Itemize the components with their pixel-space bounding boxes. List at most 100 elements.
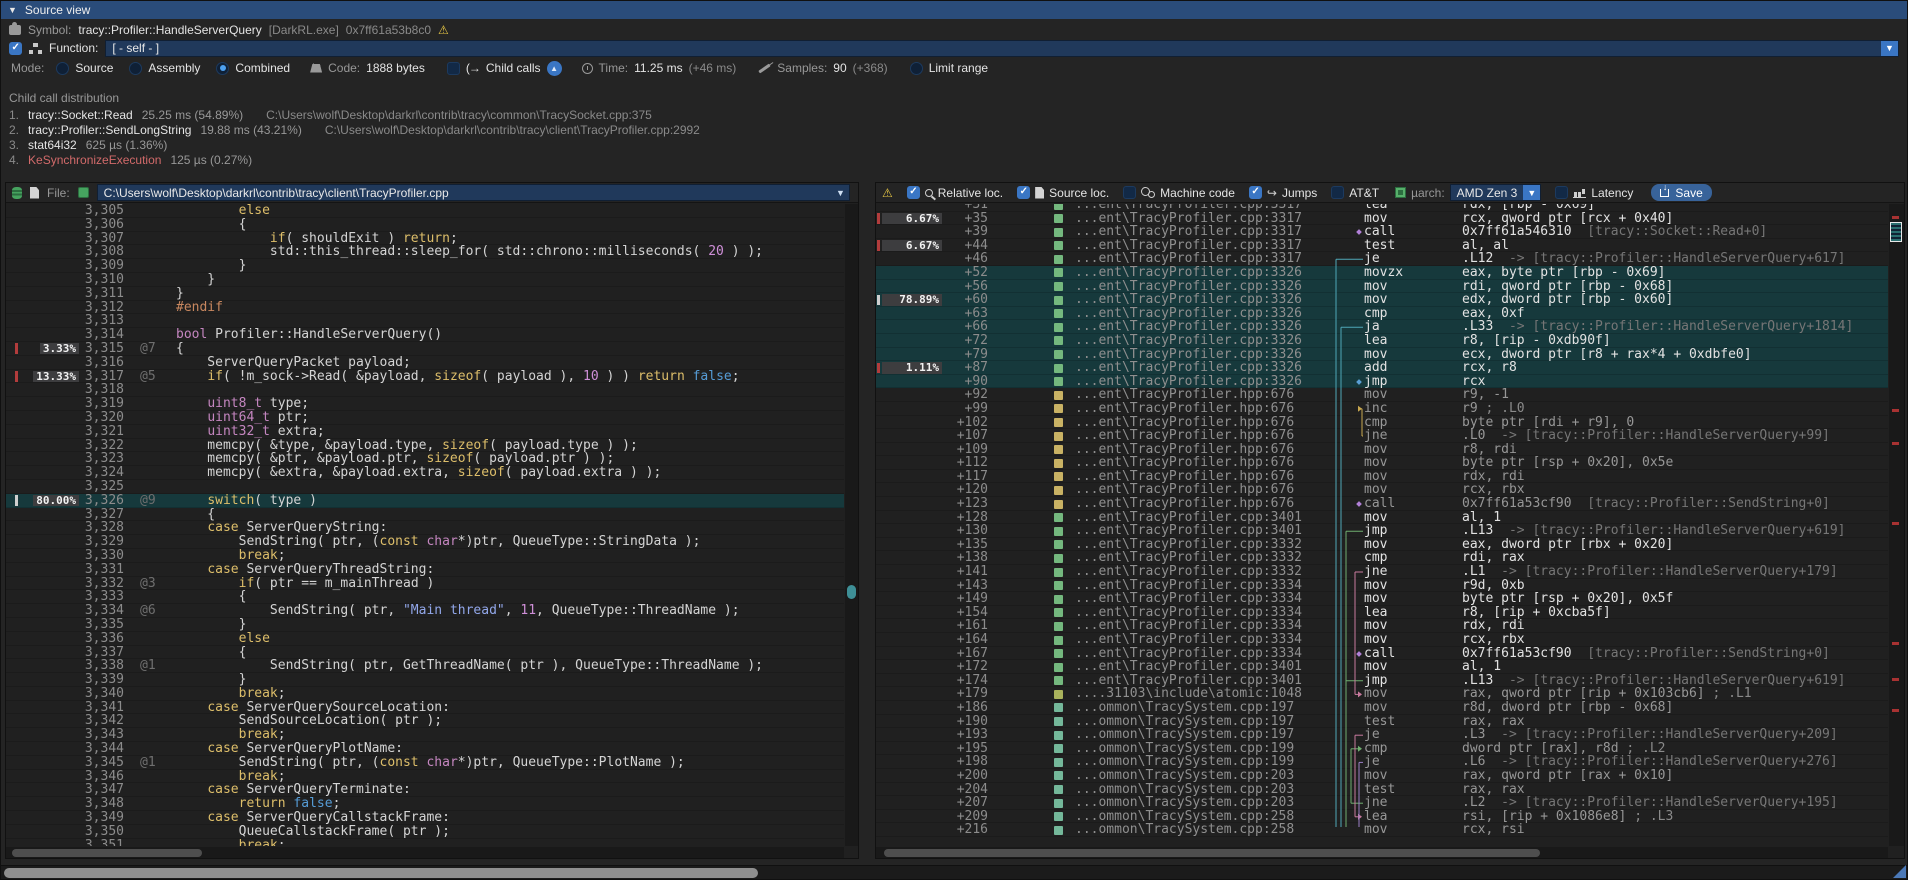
instruction-mnemonic[interactable]: cmp bbox=[1364, 305, 1388, 321]
toggle-latency[interactable]: Latency bbox=[1555, 186, 1633, 200]
instruction-mnemonic[interactable]: test bbox=[1364, 713, 1396, 729]
instruction-offset[interactable]: +99 bbox=[964, 400, 988, 416]
line-number[interactable]: 3,307 bbox=[84, 230, 124, 246]
instruction-source-loc[interactable]: ...ent\TracyProfiler.cpp:3317 bbox=[1075, 237, 1302, 253]
source-line[interactable]: 3,345 @1 SendString( ptr, (const char*)pt… bbox=[6, 755, 844, 770]
instruction-offset[interactable]: +102 bbox=[956, 414, 988, 430]
line-number[interactable]: 3,349 bbox=[84, 810, 124, 826]
child-calls-label[interactable]: Child calls bbox=[485, 61, 541, 75]
line-number[interactable]: 3,309 bbox=[84, 258, 124, 274]
assembly-vertical-scrollbar[interactable] bbox=[1889, 204, 1904, 846]
radio-assembly-label[interactable]: Assembly bbox=[148, 61, 201, 75]
instruction-offset[interactable]: +87 bbox=[964, 360, 988, 376]
assembly-line[interactable]: +123 ...ent\TracyProfiler.hpp:676 call 0x7f… bbox=[876, 497, 1888, 511]
checkbox[interactable] bbox=[1017, 186, 1031, 199]
line-number[interactable]: 3,319 bbox=[84, 396, 124, 412]
instruction-mnemonic[interactable]: lea bbox=[1364, 604, 1388, 620]
instruction-source-loc[interactable]: ...ent\TracyProfiler.hpp:676 bbox=[1075, 455, 1295, 471]
assembly-line[interactable]: +138 ...ent\TracyProfiler.cpp:3332 cmp rdi,… bbox=[876, 550, 1888, 566]
instruction-mnemonic[interactable]: mov bbox=[1364, 441, 1388, 457]
instruction-offset[interactable]: +216 bbox=[956, 822, 988, 838]
assembly-line[interactable]: +207 ...ommon\TracySystem.cpp:203 jne .L2 -… bbox=[876, 796, 1888, 810]
instruction-offset[interactable]: +138 bbox=[956, 550, 988, 566]
assembly-line[interactable]: +107 ...ent\TracyProfiler.hpp:676 jne .L0 -… bbox=[876, 429, 1888, 443]
radio-source-label[interactable]: Source bbox=[75, 61, 114, 75]
instruction-offset[interactable]: +164 bbox=[956, 632, 988, 647]
instruction-offset[interactable]: +66 bbox=[964, 319, 988, 335]
instruction-offset[interactable]: +123 bbox=[956, 496, 988, 512]
assembly-line[interactable]: +204 ...ommon\TracySystem.cpp:203 test rax,… bbox=[876, 781, 1888, 797]
source-line[interactable]: 3,306 { bbox=[6, 217, 844, 232]
assembly-line[interactable]: +200 ...ommon\TracySystem.cpp:203 mov rax, … bbox=[876, 769, 1888, 783]
assembly-line[interactable]: +141 ...ent\TracyProfiler.cpp:3332 jne .L1 … bbox=[876, 565, 1888, 579]
source-line[interactable]: 3,331 case ServerQueryThreadString: bbox=[6, 562, 844, 577]
assembly-line[interactable]: +120 ...ent\TracyProfiler.hpp:676 mov rcx, … bbox=[876, 482, 1888, 498]
line-number[interactable]: 3,333 bbox=[84, 589, 124, 605]
instruction-offset[interactable]: +209 bbox=[956, 808, 988, 824]
instruction-mnemonic[interactable]: cmp bbox=[1364, 414, 1388, 430]
instruction-offset[interactable]: +193 bbox=[956, 727, 988, 743]
assembly-hscroll-thumb[interactable] bbox=[884, 848, 1540, 857]
instruction-mnemonic[interactable]: jmp bbox=[1364, 373, 1388, 389]
save-button[interactable]: Save bbox=[1651, 182, 1712, 201]
assembly-line[interactable]: +117 ...ent\TracyProfiler.hpp:676 mov rdx, … bbox=[876, 470, 1888, 484]
assembly-line[interactable]: +56 ...ent\TracyProfiler.cpp:3326 mov rdi, … bbox=[876, 278, 1888, 294]
source-line[interactable]: 3,321 uint32_t extra; bbox=[6, 424, 844, 439]
source-line[interactable]: 3,325 bbox=[6, 480, 844, 494]
child-calls-checkbox[interactable] bbox=[446, 61, 460, 75]
line-number[interactable]: 3,332 bbox=[84, 575, 124, 591]
instruction-offset[interactable]: +56 bbox=[964, 278, 988, 294]
assembly-line[interactable]: +161 ...ent\TracyProfiler.cpp:3334 mov rdx,… bbox=[876, 619, 1888, 633]
assembly-line[interactable]: +52 ...ent\TracyProfiler.cpp:3326 movzx eax… bbox=[876, 266, 1888, 280]
checkbox[interactable] bbox=[1248, 186, 1262, 199]
source-line[interactable]: 3,341 case ServerQuerySourceLocation: bbox=[6, 699, 844, 715]
resize-grip[interactable] bbox=[1893, 865, 1906, 878]
instruction-mnemonic[interactable]: cmp bbox=[1364, 550, 1388, 566]
instruction-mnemonic[interactable]: jne bbox=[1364, 795, 1388, 811]
instruction-source-loc[interactable]: ...ommon\TracySystem.cpp:197 bbox=[1075, 699, 1295, 715]
assembly-line[interactable]: +216 ...ommon\TracySystem.cpp:258 mov rcx, … bbox=[876, 823, 1888, 837]
instruction-source-loc[interactable]: ...ent\TracyProfiler.cpp:3332 bbox=[1075, 550, 1302, 566]
line-number[interactable]: 3,346 bbox=[84, 768, 124, 784]
instruction-source-loc[interactable]: ...ent\TracyProfiler.cpp:3326 bbox=[1075, 332, 1302, 348]
instruction-offset[interactable]: +90 bbox=[964, 373, 988, 389]
instruction-source-loc[interactable]: ...ent\TracyProfiler.cpp:3326 bbox=[1075, 278, 1302, 294]
line-number[interactable]: 3,310 bbox=[84, 271, 124, 287]
assembly-line[interactable]: +92 ...ent\TracyProfiler.hpp:676 mov r9, -1 bbox=[876, 388, 1888, 402]
instruction-offset[interactable]: +60 bbox=[964, 292, 988, 308]
instruction-offset[interactable]: +143 bbox=[956, 577, 988, 593]
line-number[interactable]: 3,314 bbox=[84, 327, 124, 343]
assembly-line[interactable]: +72 ...ent\TracyProfiler.cpp:3326 lea r8, [… bbox=[876, 334, 1888, 348]
assembly-line[interactable]: +195 ...ommon\TracySystem.cpp:199 cmp dword… bbox=[876, 741, 1888, 756]
child-call-row[interactable]: 4. KeSynchronizeExecution 125 µs (0.27%) bbox=[9, 153, 252, 167]
line-number[interactable]: 3,343 bbox=[84, 727, 124, 743]
instruction-offset[interactable]: +198 bbox=[956, 754, 988, 770]
instruction-source-loc[interactable]: ...ent\TracyProfiler.cpp:3334 bbox=[1075, 591, 1302, 607]
instruction-mnemonic[interactable]: mov bbox=[1364, 767, 1388, 783]
instruction-source-loc[interactable]: ...ent\TracyProfiler.hpp:676 bbox=[1075, 482, 1295, 498]
instruction-offset[interactable]: +107 bbox=[956, 428, 988, 444]
source-line[interactable]: 3,334 @6 SendString( ptr, "Main thread", … bbox=[6, 604, 844, 618]
source-line[interactable]: 3,348 return false; bbox=[6, 797, 844, 812]
toggle-at-t[interactable]: AT&T bbox=[1331, 186, 1379, 200]
assembly-line[interactable]: +99 ...ent\TracyProfiler.hpp:676 inc r9 ; .… bbox=[876, 402, 1888, 416]
radio-combined-label[interactable]: Combined bbox=[235, 61, 291, 75]
assembly-line[interactable]: +209 ...ommon\TracySystem.cpp:258 lea rsi, … bbox=[876, 808, 1888, 824]
line-number[interactable]: 3,341 bbox=[84, 699, 124, 715]
instruction-mnemonic[interactable]: mov bbox=[1364, 292, 1388, 308]
line-number[interactable]: 3,344 bbox=[84, 741, 124, 757]
source-line[interactable]: 3,324 memcpy( &extra, &payload.extra, si… bbox=[6, 466, 844, 480]
instruction-mnemonic[interactable]: test bbox=[1364, 781, 1396, 797]
instruction-offset[interactable]: +63 bbox=[964, 305, 988, 321]
assembly-line[interactable]: +193 ...ommon\TracySystem.cpp:197 je .L3 ->… bbox=[876, 728, 1888, 742]
source-line[interactable]: 3,307 if( shouldExit ) return; bbox=[6, 230, 844, 246]
instruction-source-loc[interactable]: ...ommon\TracySystem.cpp:258 bbox=[1075, 822, 1295, 838]
instruction-offset[interactable]: +190 bbox=[956, 713, 988, 729]
source-line[interactable]: 3,340 break; bbox=[6, 686, 844, 701]
child-call-row[interactable]: 1. tracy::Socket::Read 25.25 ms (54.89%) C:… bbox=[9, 108, 652, 122]
instruction-source-loc[interactable]: ...ent\TracyProfiler.hpp:676 bbox=[1075, 468, 1295, 484]
instruction-mnemonic[interactable]: mov bbox=[1364, 210, 1388, 226]
assembly-line[interactable]: +128 ...ent\TracyProfiler.cpp:3401 mov al, … bbox=[876, 511, 1888, 525]
instruction-offset[interactable]: +92 bbox=[964, 387, 988, 403]
line-number[interactable]: 3,323 bbox=[84, 451, 124, 467]
